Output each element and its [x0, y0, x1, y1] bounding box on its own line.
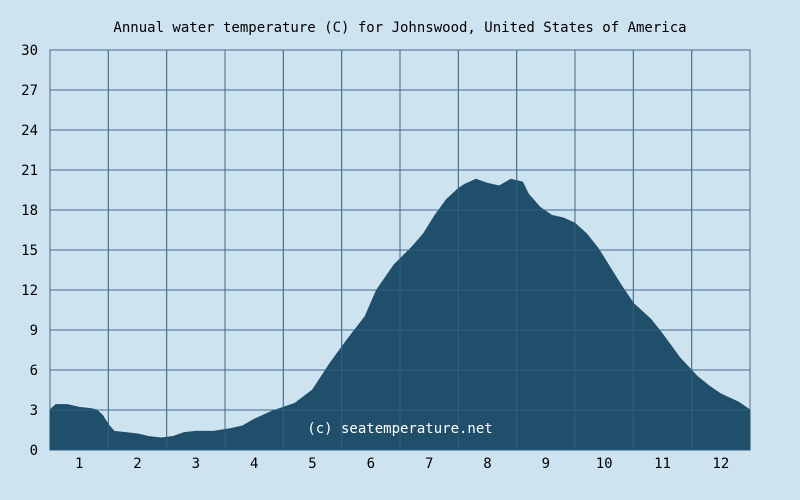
x-tick-label: 3 [192, 456, 200, 472]
x-tick-label: 10 [596, 456, 613, 472]
x-tick-label: 1 [75, 456, 83, 472]
grid-top-layer [50, 49, 750, 451]
y-tick-label: 18 [21, 203, 38, 219]
y-tick-labels: 0 3 6 9 12 15 18 21 24 27 30 [21, 43, 38, 459]
watermark-text: (c) seatemperature.net [307, 421, 492, 437]
x-tick-label: 6 [367, 456, 375, 472]
y-tick-label: 24 [21, 123, 38, 139]
y-tick-label: 3 [30, 403, 38, 419]
y-tick-label: 9 [30, 323, 38, 339]
y-tick-label: 27 [21, 83, 38, 99]
y-tick-label: 21 [21, 163, 38, 179]
x-tick-label: 12 [712, 456, 729, 472]
x-tick-label: 4 [250, 456, 258, 472]
x-tick-label: 11 [654, 456, 671, 472]
x-tick-label: 8 [483, 456, 491, 472]
chart-title: Annual water temperature (C) for Johnswo… [113, 20, 686, 36]
y-tick-label: 15 [21, 243, 38, 259]
y-tick-label: 30 [21, 43, 38, 59]
x-tick-label: 2 [133, 456, 141, 472]
x-tick-label: 5 [308, 456, 316, 472]
x-tick-labels: 1 2 3 4 5 6 7 8 9 10 11 12 [75, 456, 729, 472]
x-tick-label: 7 [425, 456, 433, 472]
y-tick-label: 12 [21, 283, 38, 299]
y-tick-label: 6 [30, 363, 38, 379]
x-tick-label: 9 [542, 456, 550, 472]
y-tick-label: 0 [30, 443, 38, 459]
